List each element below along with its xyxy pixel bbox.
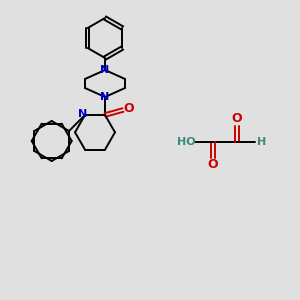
Text: O: O — [232, 112, 242, 125]
Text: N: N — [100, 65, 109, 75]
Text: O: O — [124, 103, 134, 116]
Text: O: O — [208, 158, 218, 172]
Text: HO: HO — [177, 137, 195, 147]
Text: H: H — [257, 137, 267, 147]
Text: N: N — [78, 109, 88, 119]
Text: N: N — [100, 92, 109, 102]
